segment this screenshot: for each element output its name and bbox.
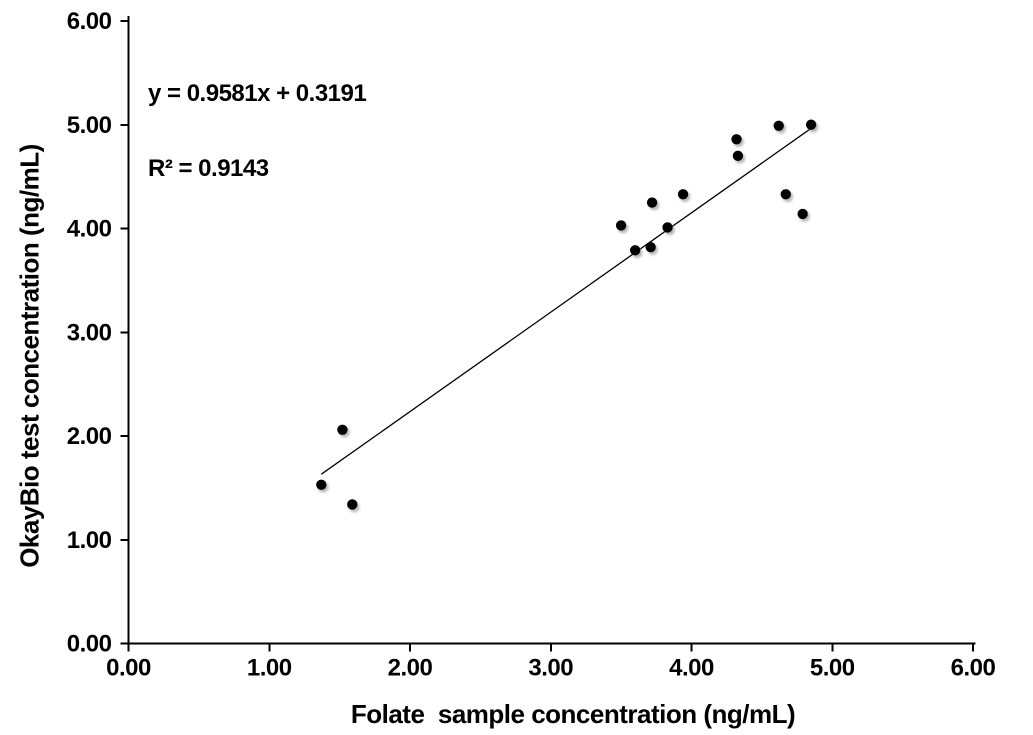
- data-point: [337, 424, 348, 435]
- data-point: [645, 241, 656, 253]
- data-point: [646, 197, 658, 208]
- data-point: [630, 245, 641, 256]
- data-point: [780, 189, 792, 200]
- x-tick-label: 5.00: [810, 655, 855, 682]
- data-point: [316, 479, 327, 490]
- y-tick-label: 4.00: [67, 216, 112, 243]
- x-tick-label: 1.00: [247, 655, 292, 682]
- x-tick-label: 2.00: [388, 655, 433, 682]
- y-tick-label: 5.00: [67, 112, 112, 139]
- data-point: [773, 120, 784, 131]
- x-tick-label: 6.00: [951, 655, 996, 682]
- x-tick-label: 3.00: [528, 655, 573, 682]
- data-point: [347, 499, 358, 510]
- x-axis-title: Folate sample concentration (ng/mL): [350, 699, 796, 729]
- data-point: [677, 189, 689, 200]
- y-tick-label: 6.00: [67, 8, 112, 35]
- x-tick-label: 0.00: [106, 655, 151, 682]
- data-point: [797, 208, 808, 220]
- data-point: [662, 222, 673, 233]
- y-tick-label: 2.00: [67, 423, 112, 450]
- data-point: [615, 220, 627, 231]
- data-point: [805, 119, 817, 130]
- y-tick-label: 0.00: [67, 631, 112, 658]
- x-tick-label: 4.00: [669, 655, 714, 682]
- regression-annotation: y = 0.9581x + 0.3191 R² = 0.9143: [148, 31, 367, 231]
- y-tick-label: 3.00: [67, 319, 112, 346]
- r-squared-text: R² = 0.9143: [148, 155, 269, 182]
- data-point: [732, 150, 744, 162]
- y-axis-title: OkayBio test concentration (ng/mL): [14, 144, 45, 568]
- trend-line: [320, 127, 812, 475]
- y-tick-label: 1.00: [67, 527, 112, 554]
- regression-equation-text: y = 0.9581x + 0.3191: [148, 80, 367, 107]
- data-point: [731, 134, 742, 145]
